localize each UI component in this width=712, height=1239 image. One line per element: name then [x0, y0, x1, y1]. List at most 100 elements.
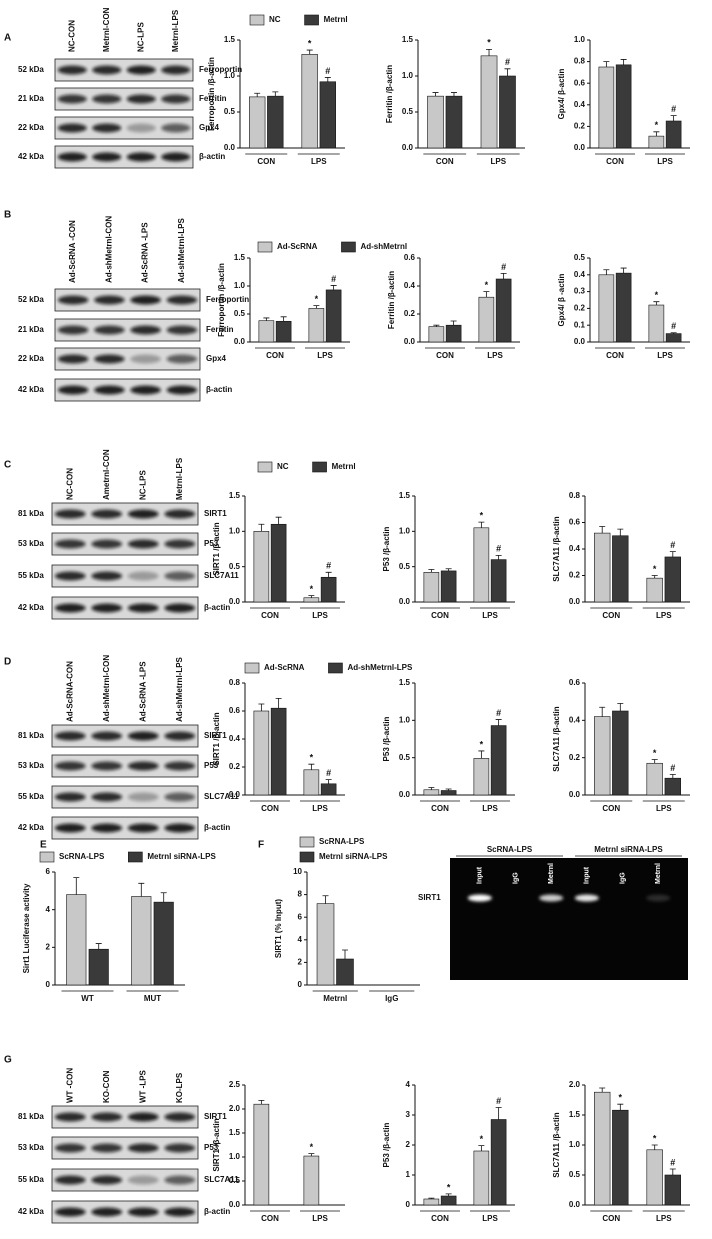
legend-swatch: [249, 14, 265, 26]
significance-label: #: [496, 1096, 501, 1106]
bar: [316, 903, 335, 986]
y-tick-label: 2.5: [229, 1080, 241, 1089]
error-bar: [258, 523, 265, 532]
y-tick-label: 0.4: [569, 544, 581, 553]
blot-band: [164, 603, 196, 613]
x-tick-label: LPS: [312, 1214, 328, 1223]
lane-label: KO-LPS: [175, 1072, 184, 1103]
lane-label: NC-LPS: [138, 470, 147, 500]
y-tick-label: 1.5: [569, 1110, 581, 1119]
protein-label: β-actin: [199, 152, 225, 161]
significance-label: *: [308, 38, 312, 48]
lane-label: KO-CON: [102, 1070, 111, 1103]
blot-band: [91, 603, 123, 613]
bar: [440, 790, 457, 796]
blot-band: [91, 731, 123, 741]
y-tick-label: 0.8: [574, 57, 586, 66]
bar: [594, 716, 611, 796]
y-tick-label: 1.0: [229, 526, 241, 535]
significance-label: #: [331, 274, 336, 284]
blot-band: [161, 152, 191, 162]
significance-label: #: [496, 544, 501, 554]
blot-band: [92, 152, 122, 162]
error-bar: [603, 269, 610, 275]
protein-label: β-actin: [204, 1207, 230, 1216]
error-bar: [495, 554, 502, 560]
y-tick-label: 1.5: [234, 253, 246, 262]
bar: [131, 896, 152, 986]
blot-band: [164, 792, 196, 802]
y-tick-label: 0.0: [569, 1200, 581, 1209]
significance-label: *: [619, 1093, 623, 1103]
blot-band: [92, 65, 122, 75]
y-tick-label: 1.0: [569, 1140, 581, 1149]
protein-label: P53: [204, 761, 219, 770]
y-axis-label: Sirt1 Luciferase activity: [22, 883, 31, 973]
blot-band: [54, 571, 86, 581]
blot-band: [164, 1175, 196, 1185]
error-bar: [433, 324, 440, 327]
error-bar: [651, 1144, 658, 1150]
error-bar: [669, 774, 676, 779]
blot-band: [161, 123, 191, 133]
x-tick-label: LPS: [312, 804, 328, 813]
y-tick-label: 0.5: [234, 309, 246, 318]
protein-label: SLC7A11: [204, 792, 239, 801]
bar: [267, 95, 284, 149]
x-tick-label: CON: [602, 1214, 620, 1223]
x-tick-label: CON: [431, 1214, 449, 1223]
panel-letter: G: [4, 1055, 12, 1066]
blot-strip: [51, 1168, 199, 1192]
blot-band: [54, 509, 86, 519]
kda-label: 21 kDa: [18, 94, 44, 103]
bar: [594, 532, 611, 603]
error-bar: [500, 273, 507, 279]
error-bar: [653, 131, 660, 137]
protein-label: Ferroportin: [199, 65, 242, 74]
blot-band: [127, 823, 159, 833]
lane-label: NC-CON: [65, 468, 74, 500]
bar: [303, 1155, 320, 1206]
y-tick-label: 1.0: [402, 71, 414, 80]
significance-label: #: [505, 57, 510, 67]
y-tick-label: 6: [298, 912, 303, 921]
error-bar: [478, 521, 485, 528]
legend-swatch: [39, 851, 55, 863]
blot-band: [54, 823, 86, 833]
y-tick-label: 0.6: [404, 253, 416, 262]
y-tick-label: 0.3: [574, 287, 586, 296]
significance-label: *: [655, 120, 659, 130]
blot-band: [57, 123, 87, 133]
error-bar: [617, 528, 624, 536]
blot-band: [161, 65, 191, 75]
blot-strip: [51, 1136, 199, 1160]
kda-label: 52 kDa: [18, 295, 44, 304]
significance-label: *: [653, 564, 657, 574]
error-bar: [617, 703, 624, 711]
legend-swatch: [257, 241, 273, 253]
y-axis-label: SIRT1 /β-actin: [212, 522, 221, 575]
bar: [325, 289, 342, 343]
y-tick-label: 1.0: [229, 1152, 241, 1161]
significance-label: *: [480, 511, 484, 521]
lane-label: Ad-ScRNA -CON: [68, 220, 77, 283]
y-tick-label: 0.2: [229, 762, 241, 771]
y-axis-label: SLC7A11 /β-actin: [552, 1112, 561, 1177]
error-bar: [620, 267, 627, 274]
significance-label: *: [310, 1142, 314, 1152]
protein-label: P53: [204, 1143, 219, 1152]
error-bar: [651, 759, 658, 764]
error-bar: [308, 763, 315, 770]
y-tick-label: 0.0: [569, 597, 581, 606]
kda-label: 55 kDa: [18, 1175, 44, 1184]
blot-band: [54, 1175, 86, 1185]
gel-image: [450, 858, 688, 980]
blot-band: [94, 295, 125, 305]
error-bar: [445, 788, 452, 791]
bar: [320, 576, 337, 603]
blot-band: [164, 509, 196, 519]
y-axis-label: SLC7A11 /β-actin: [552, 516, 561, 581]
bar: [598, 274, 615, 343]
y-tick-label: 1.5: [399, 491, 411, 500]
